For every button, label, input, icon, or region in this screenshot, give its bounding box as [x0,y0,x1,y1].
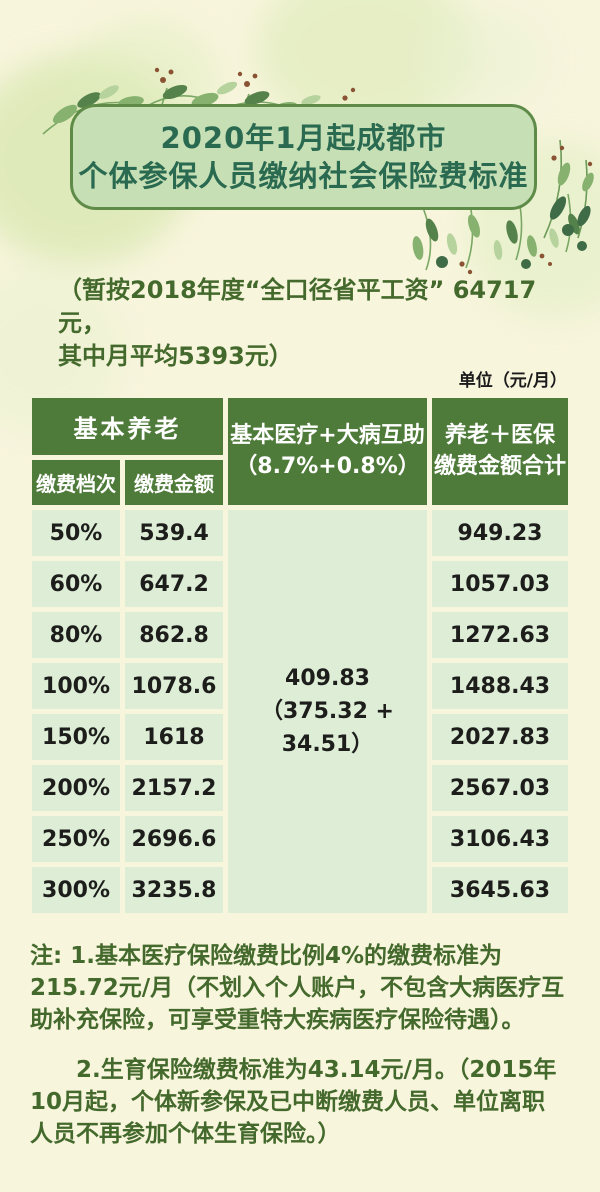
leaf-sprig-icon [412,193,587,275]
column-header-amount: 缴费金额 [125,460,223,505]
cell-total: 2567.03 [432,765,568,811]
cell-tier: 250% [32,816,120,862]
cell-amount: 2157.2 [125,765,223,811]
cell-total: 949.23 [432,510,568,556]
leaf-sprig-icon [543,139,594,239]
cell-tier: 200% [32,765,120,811]
cell-total: 1057.03 [432,561,568,607]
cell-total: 1272.63 [432,612,568,658]
footnote-medical: 注: 1.基本医疗保险缴费比例4%的缴费标准为 215.72元/月（不划入个人账… [30,943,565,1034]
cell-tier: 100% [32,663,120,709]
wage-base-note: （暂按2018年度“全口径省平工资” 64717元， 其中月平均5393元） [58,276,537,371]
cell-total: 2027.83 [432,714,568,760]
medical-merged-cell: 409.83 （375.32 + 34.51） [228,510,427,913]
cell-total: 3645.63 [432,867,568,913]
contribution-table: 基本养老 基本医疗+大病互助 （8.7%+0.8%） 养老＋医保 缴费金额合计 … [32,398,568,913]
cell-amount: 2696.6 [125,816,223,862]
cell-amount: 3235.8 [125,867,223,913]
footnote-maternity: 2.生育保险缴费标准为43.14元/月。（2015年 10月起，个体新参保及已中… [30,1056,557,1147]
cell-tier: 60% [32,561,120,607]
column-header-tier: 缴费档次 [32,460,120,505]
background-foliage-blur [420,5,550,115]
column-header-basic-pension: 基本养老 [32,398,223,455]
cell-total: 1488.43 [432,663,568,709]
cell-amount: 647.2 [125,561,223,607]
cell-tier: 150% [32,714,120,760]
cell-amount: 1618 [125,714,223,760]
cell-tier: 50% [32,510,120,556]
footnotes: 注: 1.基本医疗保险缴费比例4%的缴费标准为 215.72元/月（不划入个人账… [30,940,578,1150]
title-banner: 2020年1月起成都市 个体参保人员缴纳社会保险费标准 [70,104,537,210]
cell-amount: 1078.6 [125,663,223,709]
cell-amount: 539.4 [125,510,223,556]
column-header-medical-plus-mutual-aid: 基本医疗+大病互助 （8.7%+0.8%） [228,398,427,505]
column-header-total: 养老＋医保 缴费金额合计 [432,398,568,505]
cell-tier: 80% [32,612,120,658]
page-title: 2020年1月起成都市 个体参保人员缴纳社会保险费标准 [78,120,529,193]
unit-label: 单位（元/月） [458,371,567,391]
cell-amount: 862.8 [125,612,223,658]
cell-total: 3106.43 [432,816,568,862]
cell-tier: 300% [32,867,120,913]
